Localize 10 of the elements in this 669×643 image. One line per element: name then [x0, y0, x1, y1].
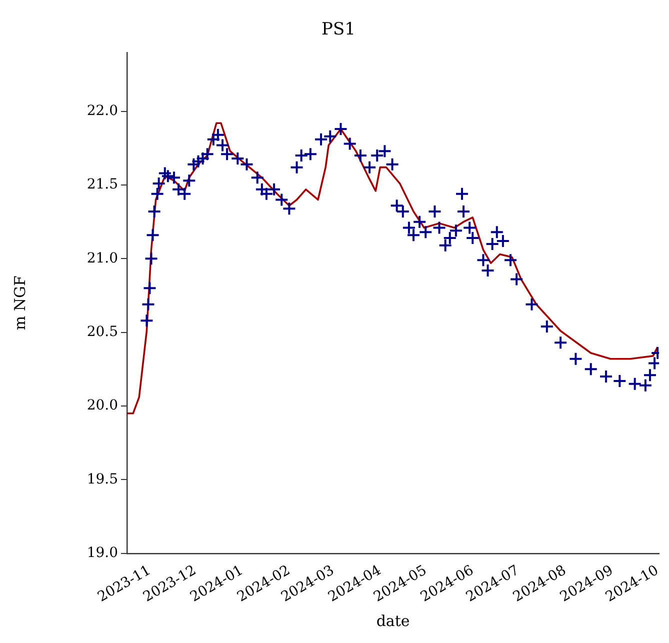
y-tick-label: 22.0 — [86, 102, 118, 119]
y-tick-label: 21.5 — [86, 176, 118, 193]
y-tick-label: 19.0 — [86, 545, 118, 562]
y-axis-title: m NGF — [10, 276, 29, 330]
y-tick-label: 20.0 — [86, 398, 118, 414]
y-tick-label: 19.5 — [86, 471, 118, 488]
x-axis-title: date — [376, 612, 410, 630]
y-tick-label: 21.0 — [86, 250, 118, 266]
y-tick-label: 20.5 — [86, 324, 118, 340]
chart-title: PS1 — [322, 20, 356, 40]
